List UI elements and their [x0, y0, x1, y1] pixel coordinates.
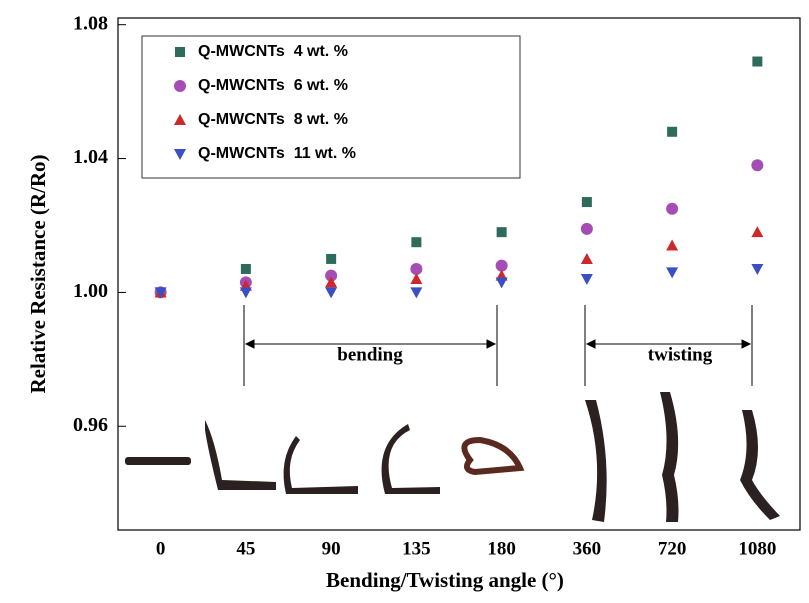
x-tick-label: 1080: [738, 538, 776, 559]
strip: [740, 410, 780, 520]
y-tick-label: 0.96: [73, 414, 108, 436]
annotation: bending: [337, 344, 403, 365]
x-tick-label: 135: [402, 538, 431, 559]
y-tick-label: 1.08: [73, 12, 108, 34]
point: [580, 274, 593, 286]
point: [495, 277, 508, 289]
point: [495, 259, 508, 272]
strip: [205, 420, 276, 490]
point: [496, 227, 507, 238]
strip: [125, 457, 191, 465]
legend-label: Q-MWCNTs 4 wt. %: [198, 43, 348, 60]
x-tick-label: 360: [573, 538, 602, 559]
x-axis-label: Bending/Twisting angle (°): [326, 568, 564, 592]
point: [154, 287, 167, 299]
point: [411, 237, 422, 248]
point: [580, 222, 593, 235]
legend-label: Q-MWCNTs 11 wt. %: [198, 145, 356, 162]
strip: [283, 436, 358, 494]
photo-insets: [125, 392, 780, 522]
point: [752, 56, 763, 67]
strip: [461, 436, 525, 476]
y-tick-label: 1.00: [73, 280, 108, 302]
x-tick-label: 0: [156, 538, 166, 559]
point: [410, 273, 423, 285]
point: [581, 197, 592, 208]
strip: [660, 392, 679, 522]
legend-label: Q-MWCNTs 8 wt. %: [198, 111, 348, 128]
legend-marker: [174, 114, 186, 125]
x-tick-label: 45: [236, 538, 255, 559]
point: [751, 226, 764, 238]
point: [666, 202, 679, 215]
x-tick-label: 180: [487, 538, 516, 559]
legend-marker: [174, 80, 186, 92]
y-axis-label: Relative Resistance (R/Ro): [26, 154, 50, 393]
point: [666, 267, 679, 279]
strip: [381, 424, 440, 494]
point: [751, 159, 764, 172]
point: [325, 269, 338, 282]
x-tick-label: 90: [322, 538, 341, 559]
annotation-arrows: [243, 305, 753, 386]
point: [326, 253, 337, 264]
point: [667, 126, 678, 137]
point: [410, 287, 423, 299]
y-tick-label: 1.04: [73, 146, 108, 168]
point: [239, 287, 252, 299]
legend-box: [141, 35, 521, 179]
point: [325, 287, 338, 299]
point: [580, 252, 593, 264]
annotation: twisting: [648, 344, 713, 365]
point: [325, 276, 338, 288]
point: [666, 239, 679, 251]
point: [751, 263, 764, 275]
x-tick-label: 720: [658, 538, 687, 559]
legend-marker: [175, 47, 185, 57]
arrow-head: [244, 339, 752, 349]
plot-frame: [117, 17, 801, 531]
legend-marker: [174, 149, 186, 160]
strip: [585, 400, 607, 522]
legend-label: Q-MWCNTs 6 wt. %: [198, 77, 348, 94]
point: [240, 263, 251, 274]
point: [410, 262, 423, 275]
